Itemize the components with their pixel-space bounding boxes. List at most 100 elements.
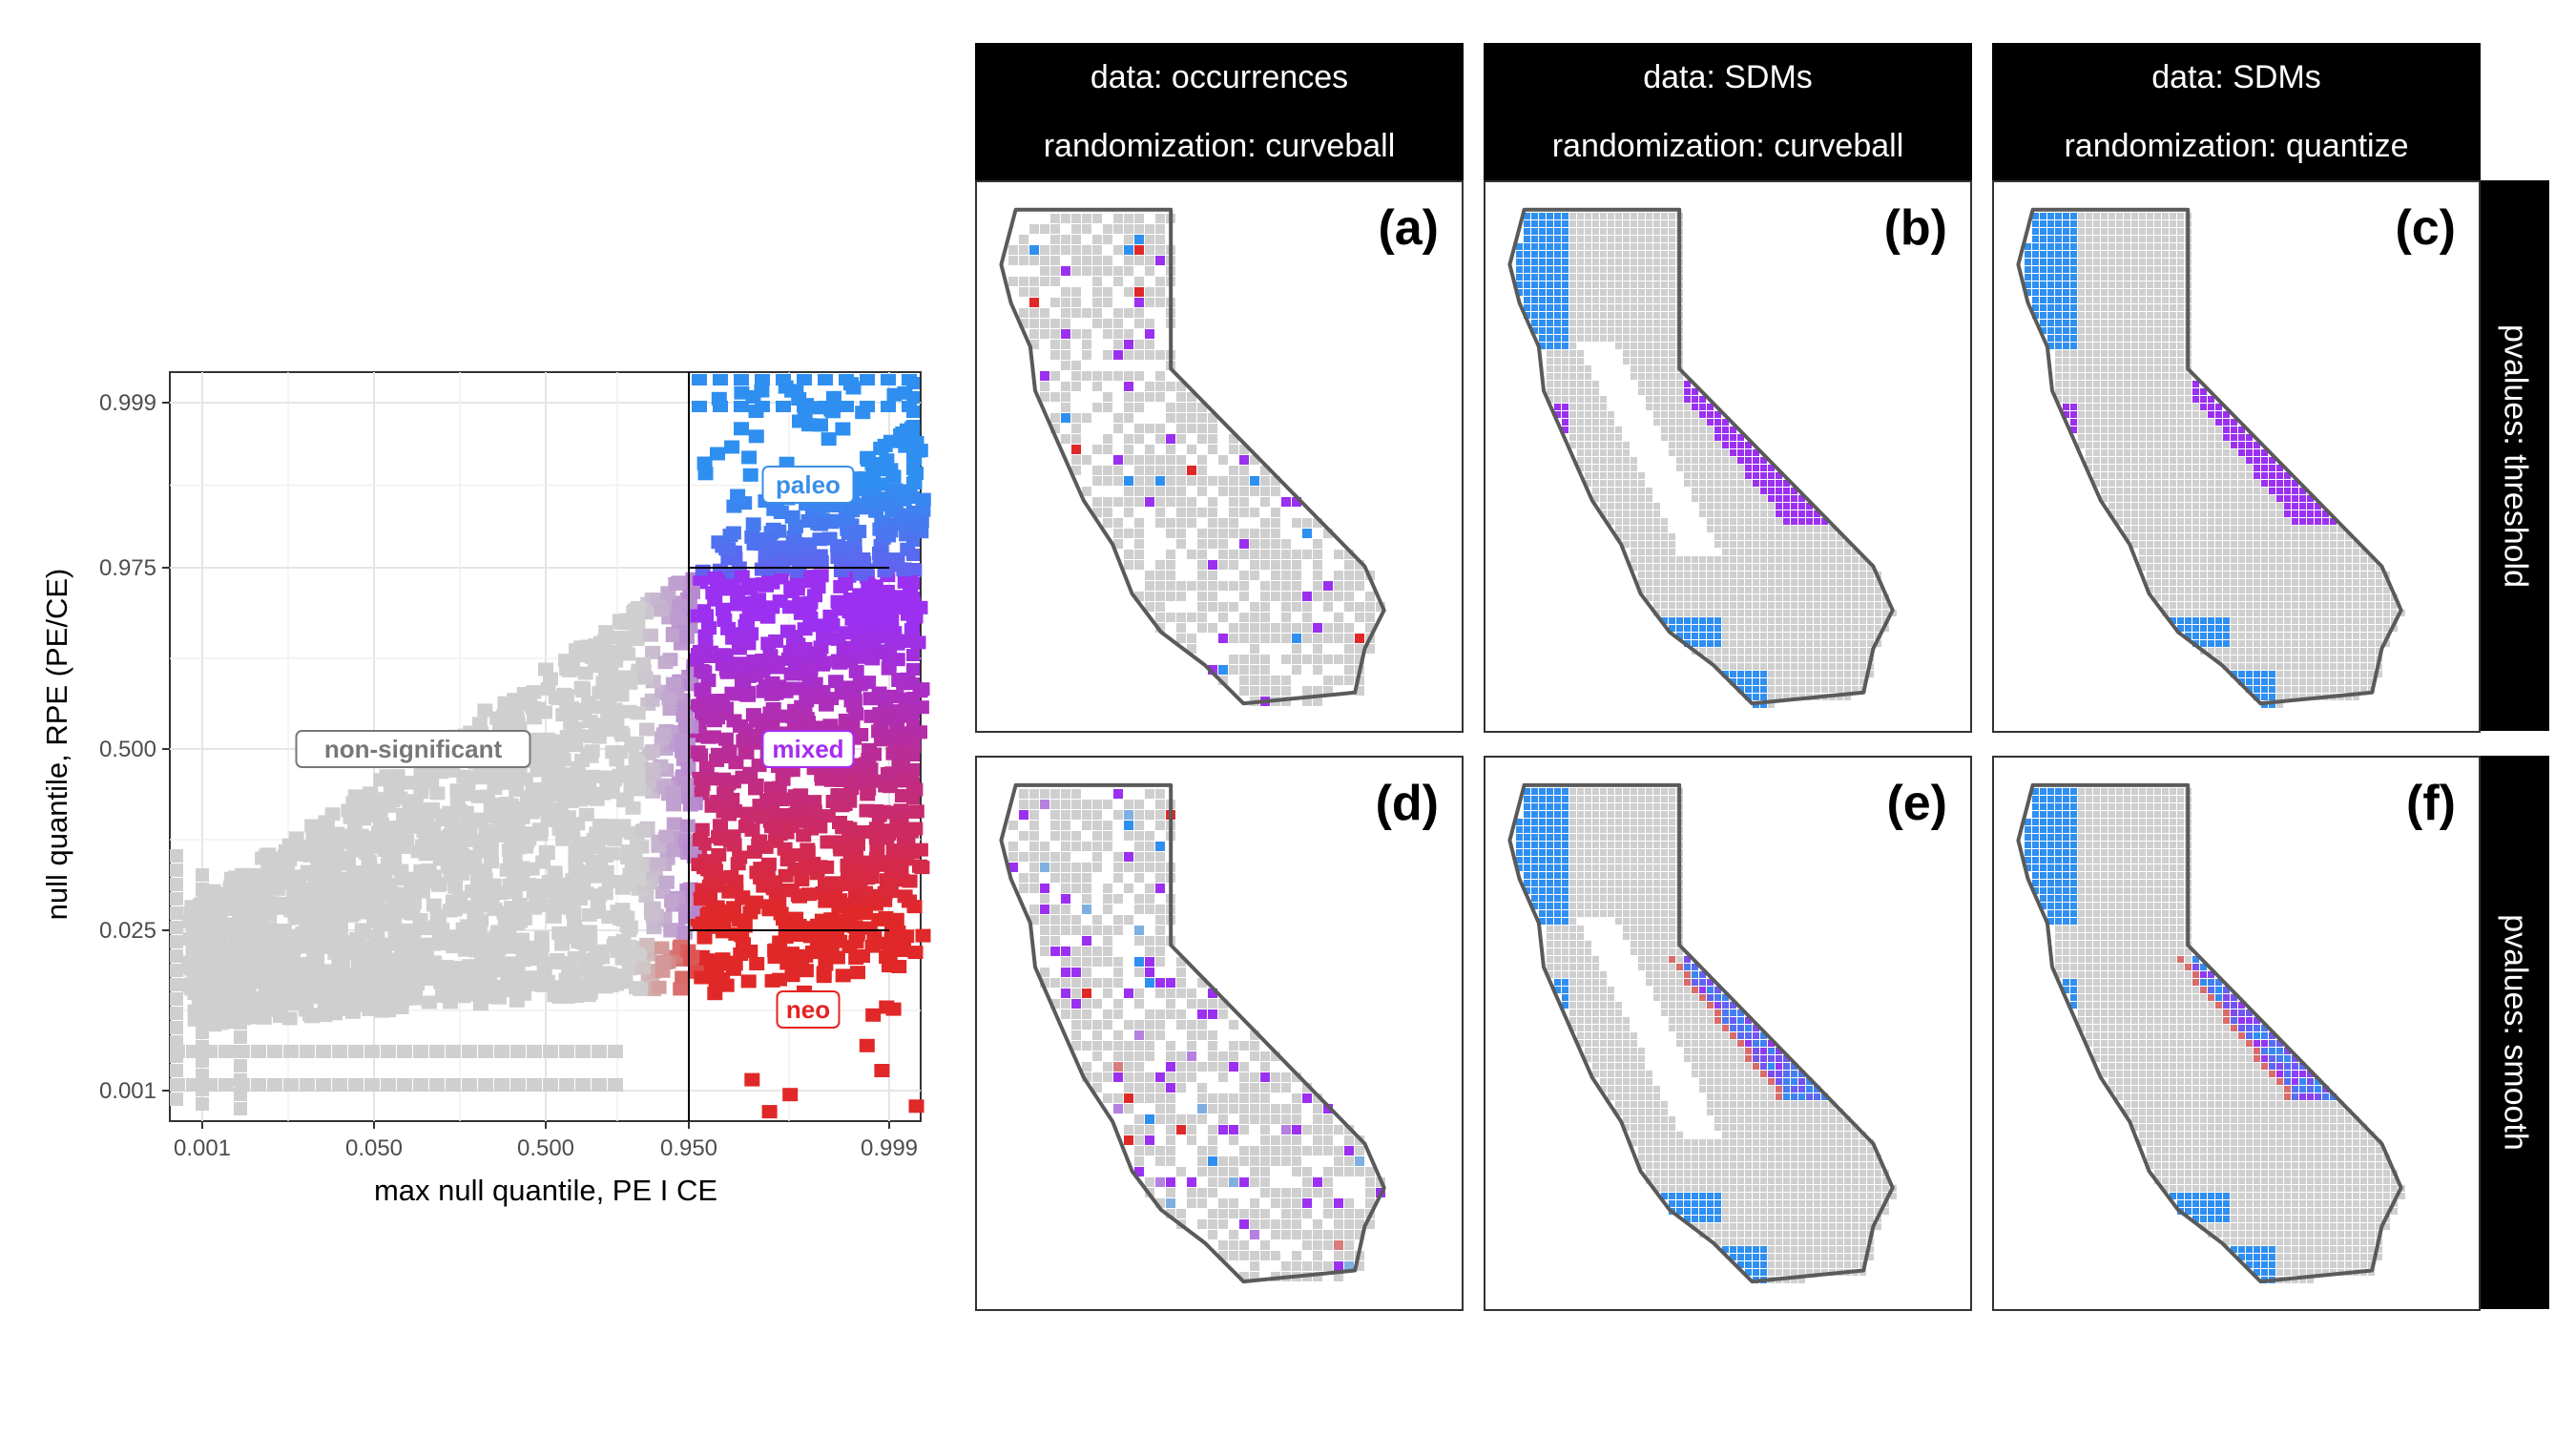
scatter-point: [433, 765, 448, 780]
map-cell: [1608, 510, 1614, 517]
map-cell: [1615, 510, 1622, 517]
map-cell: [1760, 610, 1767, 616]
scatter-point: [831, 656, 847, 670]
map-cell: [1600, 236, 1607, 242]
scatter-point: [381, 1045, 396, 1058]
map-cell: [1646, 312, 1652, 319]
map-cell: [1166, 382, 1175, 391]
map-cell: [1260, 592, 1270, 601]
scatter-point: [170, 892, 183, 905]
map-cell: [1768, 549, 1775, 555]
map-cell: [1155, 518, 1165, 528]
scatter-point: [503, 940, 519, 953]
scatter-point: [288, 911, 304, 926]
map-cell: [1646, 518, 1652, 525]
map-cell: [1313, 518, 1322, 528]
scatter-point: [376, 941, 392, 955]
map-cell: [1562, 304, 1568, 311]
map-cell: [1539, 228, 1546, 235]
map-cell: [1524, 213, 1530, 219]
scatter-point: [730, 584, 746, 598]
scatter-point: [552, 805, 569, 819]
map-cell: [1029, 245, 1039, 255]
map-cell: [1753, 510, 1759, 517]
map-cell: [1239, 676, 1249, 685]
map-cell: [1554, 381, 1561, 387]
map-cell: [1155, 434, 1165, 444]
scatter-point: [870, 858, 886, 872]
map-cell: [1776, 617, 1782, 624]
scatter-point: [812, 532, 828, 547]
scatter-point: [906, 506, 920, 518]
map-cell: [1699, 457, 1706, 464]
map-cell: [1737, 656, 1744, 662]
map-cell: [1260, 623, 1270, 633]
map-cell: [1071, 266, 1081, 276]
map-cell: [1103, 319, 1112, 328]
map-cell: [1776, 640, 1782, 647]
map-cell: [1615, 465, 1622, 471]
scatter-point: [906, 448, 920, 461]
scatter-point: [866, 747, 882, 761]
scatter-point: [585, 700, 601, 714]
scatter-point: [250, 905, 266, 920]
map-cell: [1050, 319, 1060, 328]
strip-row-smooth: pvalues: smooth: [2481, 756, 2549, 1309]
map-cell: [1760, 617, 1767, 624]
map-cell: [1562, 251, 1568, 258]
map-cell: [1524, 251, 1530, 258]
map-cell: [1134, 550, 1144, 559]
map-cell: [1737, 472, 1744, 479]
map-cell: [1776, 656, 1782, 662]
map-cell: [1798, 594, 1805, 601]
map-cell: [1071, 382, 1081, 391]
map-cell: [1745, 480, 1752, 487]
map-cell: [1745, 457, 1752, 464]
map-cell: [1577, 434, 1584, 441]
map-cell: [1524, 236, 1530, 242]
map-cell: [1768, 518, 1775, 525]
map-cell: [1638, 388, 1645, 395]
map-cell: [1737, 678, 1744, 685]
map-cell: [1791, 503, 1797, 510]
map-cell: [1071, 445, 1081, 454]
map-cell: [1707, 503, 1714, 510]
map-cell: [1661, 564, 1668, 571]
map-cell: [1867, 640, 1874, 647]
map-cell: [1646, 297, 1652, 303]
map-cell: [1760, 549, 1767, 555]
map-cell: [1061, 413, 1070, 423]
map-cell: [1730, 442, 1736, 448]
map-cell: [1714, 610, 1721, 616]
region-label-box: [776, 990, 841, 1029]
scatter-point: [870, 587, 885, 600]
map-cell: [1707, 518, 1714, 525]
scatter-point: [468, 915, 485, 929]
map-cell: [1250, 634, 1259, 643]
map-cell: [1271, 676, 1280, 685]
map-cell: [1783, 610, 1790, 616]
scatter-point: [443, 869, 459, 884]
map-cell: [1753, 686, 1759, 693]
scatter-point: [316, 1078, 331, 1092]
scatter-point: [876, 599, 892, 614]
map-cell: [1197, 434, 1207, 444]
map-cell: [1592, 281, 1599, 288]
scatter-point: [267, 1045, 282, 1058]
map-cell: [1176, 518, 1186, 528]
map-cell: [1745, 533, 1752, 540]
scatter-point: [842, 906, 858, 921]
map-cell: [1707, 480, 1714, 487]
scatter-point: [358, 902, 374, 916]
map-cell: [1608, 228, 1614, 235]
scatter-point: [839, 374, 854, 385]
scatter-point: [699, 909, 716, 924]
map-cell: [1134, 518, 1144, 528]
scatter-point: [395, 976, 411, 990]
map-cell: [1623, 289, 1630, 296]
scatter-point: [631, 754, 647, 768]
map-cell: [1837, 579, 1843, 586]
scatter-point: [716, 919, 732, 933]
map-cell: [1176, 424, 1186, 433]
map-cell: [1608, 495, 1614, 502]
